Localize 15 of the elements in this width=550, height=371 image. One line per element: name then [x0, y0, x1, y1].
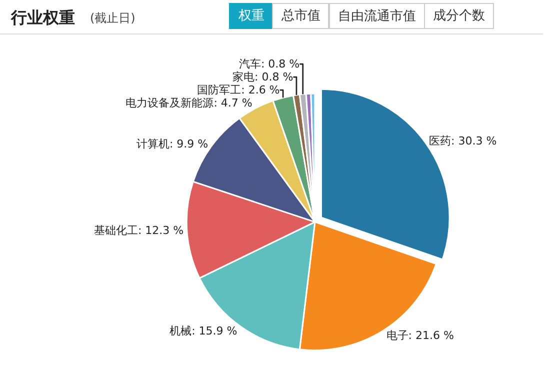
text: 自由流通市值	[338, 8, 416, 24]
slice-label: 医药: 30.3 %	[428, 134, 497, 148]
slice-label: 电力设备及新能源: 4.7 %	[126, 96, 252, 110]
slice-label: 国防军工: 2.6 %	[197, 84, 280, 97]
slice-label: 家电: 0.8 %	[232, 70, 294, 84]
slice-label: 机械: 15.9 %	[170, 324, 238, 338]
chart-subtitle: (截止日)	[90, 11, 136, 25]
text: 权重	[238, 8, 264, 24]
slice-label: 汽车: 0.8 %	[238, 58, 300, 71]
slice-label: 计算机: 9.9 %	[136, 137, 208, 150]
slice-label: 电子: 21.6 %	[386, 328, 454, 342]
chart-title: 行业权重	[10, 8, 75, 27]
slice-label: 基础化工: 12.3 %	[94, 224, 184, 237]
text: 总市值	[280, 8, 320, 24]
text: 成分个数	[433, 8, 485, 24]
